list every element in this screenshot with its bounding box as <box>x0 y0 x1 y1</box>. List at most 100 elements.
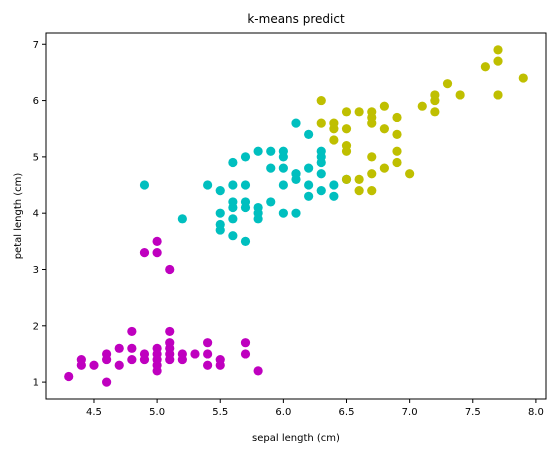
scatter-point <box>228 180 238 190</box>
scatter-point <box>392 157 402 168</box>
scatter-point <box>493 56 503 66</box>
y-tick-label: 5 <box>33 152 39 163</box>
scatter-point <box>215 219 225 230</box>
scatter-point <box>152 343 162 353</box>
y-tick-label: 6 <box>33 96 39 107</box>
scatter-point <box>266 197 276 207</box>
scatter-point <box>190 349 200 359</box>
scatter-point <box>291 169 301 179</box>
scatter-point <box>329 118 339 128</box>
scatter-point <box>127 354 137 365</box>
x-tick-label: 8.0 <box>528 407 544 418</box>
scatter-point <box>493 45 503 55</box>
scatter-point <box>228 231 238 241</box>
scatter-point <box>278 208 288 218</box>
scatter-point <box>215 186 225 196</box>
scatter-point <box>139 180 150 190</box>
scatter-point <box>316 186 326 196</box>
scatter-point <box>253 366 263 376</box>
chart-title: k-means predict <box>247 12 345 26</box>
scatter-point <box>253 146 263 156</box>
scatter-point <box>392 129 402 139</box>
scatter-point <box>253 202 263 213</box>
scatter-point <box>266 146 276 156</box>
scatter-point <box>240 152 251 162</box>
scatter-point <box>152 236 162 246</box>
scatter-point <box>367 107 377 117</box>
scatter-point <box>316 146 326 156</box>
scatter-point <box>240 180 251 190</box>
scatter-point <box>341 141 352 151</box>
scatter-point <box>102 349 112 359</box>
scatter-point <box>278 163 288 173</box>
y-tick-label: 7 <box>33 40 39 51</box>
scatter-point <box>165 264 175 275</box>
scatter-point <box>405 169 415 179</box>
scatter-point <box>240 197 251 207</box>
x-axis-ticks: 4.5 5.0 5.5 6.0 6.5 7.0 7.5 8.0 <box>86 399 544 418</box>
scatter-point <box>417 101 427 111</box>
scatter-point <box>266 163 276 173</box>
scatter-point <box>392 112 402 123</box>
scatter-point <box>341 124 352 134</box>
x-tick-label: 5.5 <box>212 407 228 418</box>
x-tick-label: 6.0 <box>275 407 291 418</box>
scatter-point <box>228 214 238 224</box>
scatter-point <box>518 73 528 83</box>
x-tick-label: 6.5 <box>339 407 355 418</box>
scatter-point <box>367 169 377 179</box>
scatter-point <box>228 197 238 207</box>
scatter-point <box>165 326 175 337</box>
scatter-point <box>165 338 175 348</box>
points-layer <box>64 45 528 387</box>
scatter-point <box>177 214 187 224</box>
scatter-point <box>76 354 86 365</box>
scatter-point <box>354 174 364 184</box>
y-tick-label: 1 <box>33 378 39 389</box>
scatter-point <box>228 157 238 168</box>
scatter-point <box>304 180 314 190</box>
scatter-point <box>379 163 389 173</box>
y-tick-label: 3 <box>33 265 39 276</box>
scatter-point <box>430 90 440 100</box>
scatter-point <box>203 349 213 359</box>
y-tick-label: 4 <box>33 209 39 220</box>
scatter-point <box>291 118 301 128</box>
scatter-point <box>102 377 112 387</box>
scatter-point <box>316 95 326 106</box>
scatter-point <box>203 180 213 190</box>
scatter-point <box>240 338 251 348</box>
scatter-point <box>215 208 225 218</box>
y-axis-label: petal length (cm) <box>13 173 24 260</box>
scatter-point <box>455 90 465 100</box>
x-tick-label: 5.0 <box>149 407 165 418</box>
scatter-point <box>354 107 364 117</box>
scatter-point <box>89 360 99 370</box>
scatter-point <box>139 349 150 359</box>
scatter-point <box>278 146 288 156</box>
scatter-point <box>379 124 389 134</box>
scatter-point <box>152 248 162 258</box>
scatter-point <box>329 180 339 190</box>
scatter-point <box>203 360 213 370</box>
scatter-point <box>354 186 364 196</box>
x-tick-label: 7.0 <box>402 407 418 418</box>
scatter-point <box>304 129 314 139</box>
scatter-point <box>392 146 402 156</box>
scatter-point <box>139 248 150 258</box>
scatter-point <box>114 360 124 370</box>
scatter-point <box>316 118 326 128</box>
plot-frame <box>45 32 547 400</box>
scatter-point <box>493 90 503 100</box>
scatter-point <box>442 79 453 89</box>
scatter-point <box>64 371 74 382</box>
scatter-point <box>341 107 352 117</box>
scatter-point <box>341 174 352 184</box>
scatter-point <box>127 343 137 353</box>
scatter-point <box>240 349 251 359</box>
x-tick-label: 4.5 <box>86 407 102 418</box>
scatter-point <box>215 354 225 365</box>
scatter-point <box>304 163 314 173</box>
scatter-point <box>329 135 339 145</box>
